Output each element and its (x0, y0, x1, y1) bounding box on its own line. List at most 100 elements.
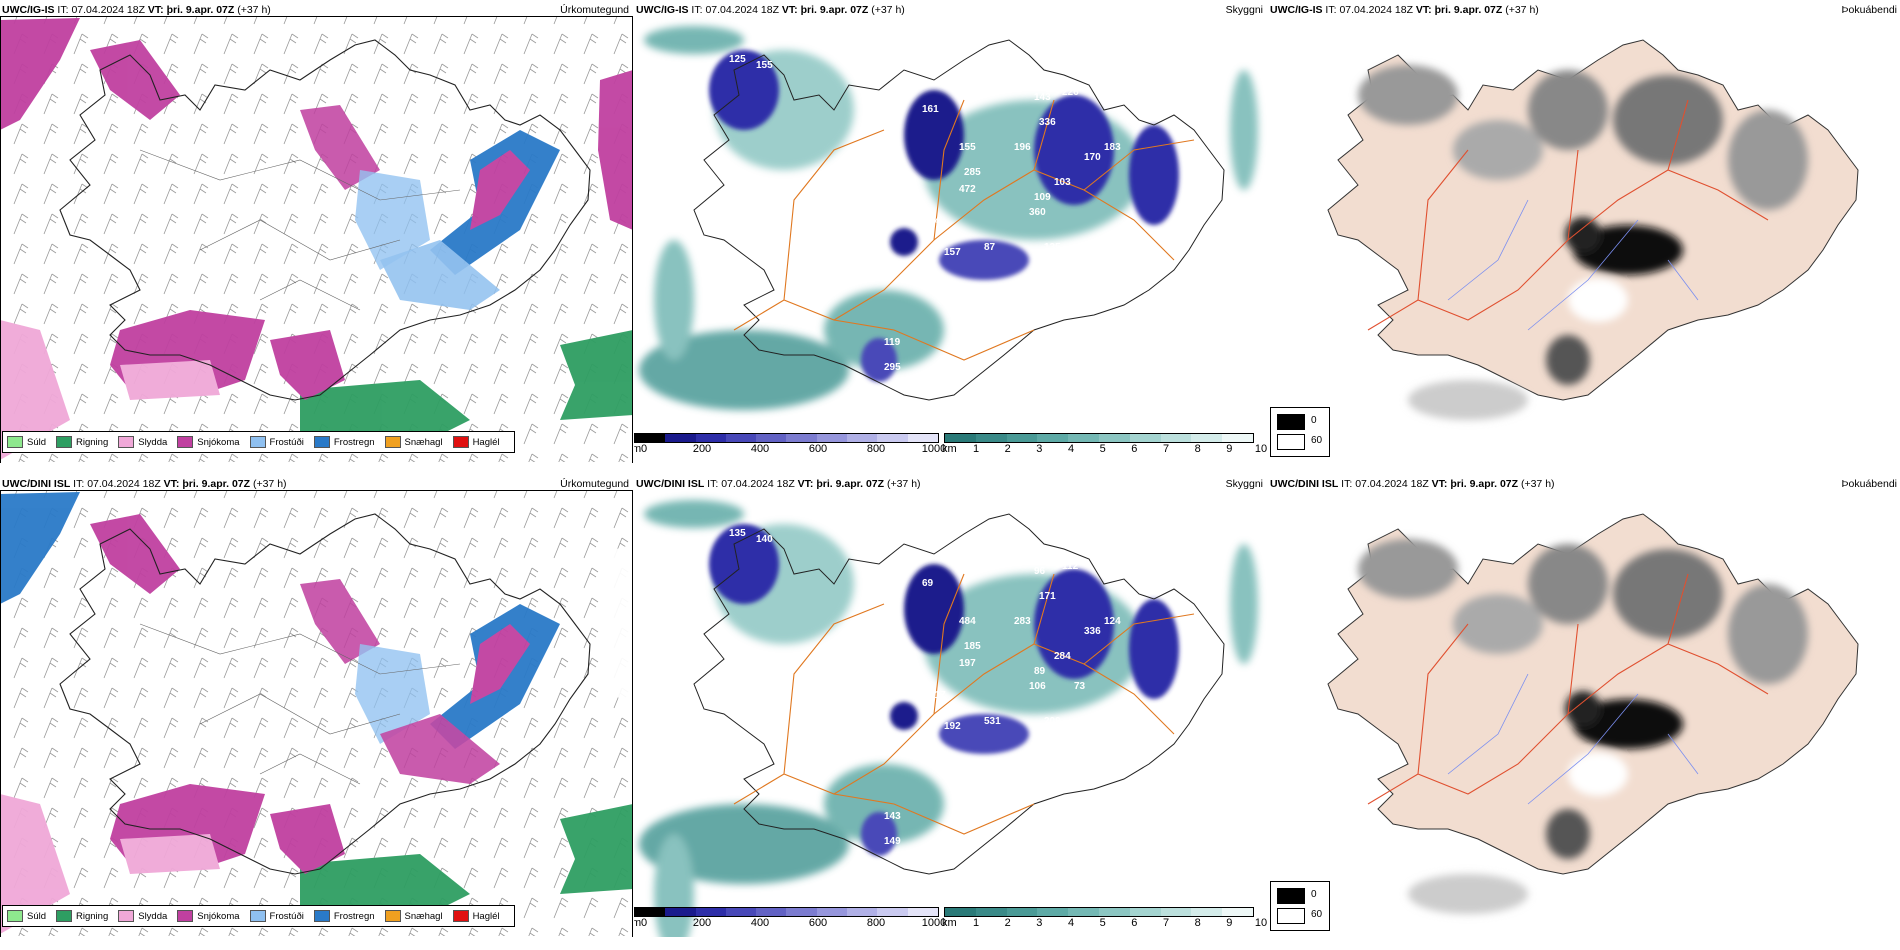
precip-legend: Súld Rigning Slydda Snjókoma Frostúði Frostre… (2, 905, 515, 927)
visibility-tick: 1 (972, 917, 980, 929)
legend-swatch (7, 436, 23, 448)
visibility-tick: 8 (1194, 917, 1201, 929)
ceiling-label: 89 (1034, 666, 1046, 677)
map-panel-vis: 135 140 166 69 96 112 171 283 484 185 197 317 192 531… (634, 474, 1267, 937)
ceiling-label: 192 (944, 721, 961, 732)
legend-swatch (118, 910, 135, 922)
ceiling-label: 166 (884, 576, 901, 587)
ceiling-tick: 0 (640, 917, 648, 929)
ceiling-label: 149 (884, 836, 901, 847)
map-panel-fog: UWC/DINI ISL IT: 07.04.2024 18Z VT: þri.… (1268, 474, 1900, 937)
visibility-tick: 4 (1067, 917, 1075, 929)
ceiling-colorbar: m 0 200 400 600 800 1000 (634, 433, 946, 457)
legend-swatch (313, 436, 330, 448)
legend-item: Súld (7, 436, 46, 448)
legend-swatch (177, 436, 194, 448)
ceiling-label: 472 (959, 184, 976, 195)
ceiling-tick: 200 (692, 917, 712, 929)
legend-item: Slydda (118, 436, 167, 448)
visibility-tick: 3 (1036, 443, 1043, 455)
visibility-tick: 9 (1226, 443, 1233, 455)
ceiling-label: 73 (1074, 681, 1086, 692)
fog-legend: 0 60 (1270, 407, 1330, 457)
ceiling-tick: 400 (750, 443, 770, 455)
legend-swatch (249, 910, 266, 922)
legend-swatch (56, 910, 73, 922)
fog-legend: 0 60 (1270, 881, 1330, 931)
visibility-tick: 2 (1004, 917, 1011, 929)
ceiling-label: 336 (1039, 117, 1056, 128)
ceiling-tick: 1000 (921, 443, 947, 455)
ceiling-label: 116 (884, 102, 901, 113)
ceiling-tick: 200 (692, 443, 712, 455)
ceiling-label: 109 (1034, 192, 1051, 203)
ceiling-label: 135 (1044, 242, 1061, 253)
panel-title: Þokuábendi (1841, 478, 1897, 490)
legend-swatch (313, 910, 330, 922)
legend-item: Snjókoma (177, 436, 240, 448)
legend-item: Rigning (56, 436, 108, 448)
legend-item: Frostregn (313, 436, 375, 448)
ceiling-label: 155 (959, 142, 976, 153)
panel-header: UWC/IG-IS IT: 07.04.2024 18Z VT: þri. 9.… (636, 4, 905, 16)
panel-header: UWC/IG-IS IT: 07.04.2024 18Z VT: þri. 9.… (2, 4, 271, 16)
visibility-tick: 9 (1226, 917, 1233, 929)
map-panel-vis: 125 155 116 161 143 226 336 196 155 285 472 84 157 87… (634, 0, 1267, 463)
precip-legend: Súld Rigning Slydda Snjókoma Frostúði Frostre… (2, 431, 515, 453)
ceiling-label: 170 (1084, 152, 1101, 163)
legend-item: Frostúði (249, 910, 304, 922)
ceiling-label: 69 (922, 578, 934, 589)
legend-swatch (384, 436, 401, 448)
ceiling-label: 125 (729, 54, 746, 65)
legend-swatch (452, 910, 469, 922)
ceiling-label: 124 (1104, 616, 1121, 627)
legend-item: Súld (7, 910, 46, 922)
ceiling-label: 84 (929, 216, 941, 227)
visibility-colorbar: km 1 2 3 4 5 6 7 8 9 10 (942, 907, 1267, 931)
ceiling-tick: 600 (808, 443, 828, 455)
ceiling-label: 531 (984, 716, 1001, 727)
panel-header: UWC/DINI ISL IT: 07.04.2024 18Z VT: þri.… (636, 478, 921, 490)
legend-swatch (56, 436, 73, 448)
ceiling-label: 171 (1039, 591, 1056, 602)
precip-map (0, 490, 633, 936)
map-frame (0, 490, 633, 937)
visibility-map: 125 155 116 161 143 226 336 196 155 285 472 84 157 87… (639, 26, 1258, 410)
visibility-tick: 2 (1004, 443, 1011, 455)
map-panel-fog: UWC/IG-IS IT: 07.04.2024 18Z VT: þri. 9.… (1268, 0, 1900, 463)
legend-item: Snæhagl (384, 436, 443, 448)
ceiling-tick: 600 (808, 917, 828, 929)
legend-swatch (384, 910, 401, 922)
visibility-colorbar: km 1 2 3 4 5 6 7 8 9 10 (942, 433, 1267, 457)
legend-item: Frostúði (249, 436, 304, 448)
ceiling-tick: 400 (750, 917, 770, 929)
visibility-tick: 3 (1036, 917, 1043, 929)
ceiling-label: 317 (929, 690, 946, 701)
ceiling-label: 209 (1044, 716, 1061, 727)
panel-header: UWC/DINI ISL IT: 07.04.2024 18Z VT: þri.… (1270, 478, 1555, 490)
ceiling-label: 284 (1054, 651, 1071, 662)
ceiling-label: 185 (964, 641, 981, 652)
ceiling-colorbar: m 0 200 400 600 800 1000 (634, 907, 946, 931)
visibility-tick: 4 (1067, 443, 1075, 455)
legend-item: Haglél (452, 436, 500, 448)
fog-map (1327, 513, 1859, 914)
ceiling-label: 283 (1014, 616, 1031, 627)
ceiling-label: 135 (729, 528, 746, 539)
visibility-tick: 10 (1254, 443, 1267, 455)
ceiling-tick: 800 (866, 443, 886, 455)
visibility-tick: 1 (972, 443, 980, 455)
visibility-tick: 6 (1131, 443, 1138, 455)
ceiling-label: 285 (964, 167, 981, 178)
map-panel-precip: UWC/IG-IS IT: 07.04.2024 18Z VT: þri. 9.… (0, 0, 633, 463)
panel-title: Skyggni (1225, 478, 1263, 490)
legend-swatch (249, 436, 266, 448)
panel-title: Úrkomutegund (560, 4, 629, 16)
ceiling-tick: 800 (866, 917, 886, 929)
visibility-tick: 7 (1162, 443, 1170, 455)
visibility-tick: 5 (1099, 443, 1106, 455)
ceiling-label: 87 (984, 242, 996, 253)
legend-item: Snjókoma (177, 910, 240, 922)
ceiling-label: 484 (959, 616, 976, 627)
legend-swatch (118, 436, 135, 448)
